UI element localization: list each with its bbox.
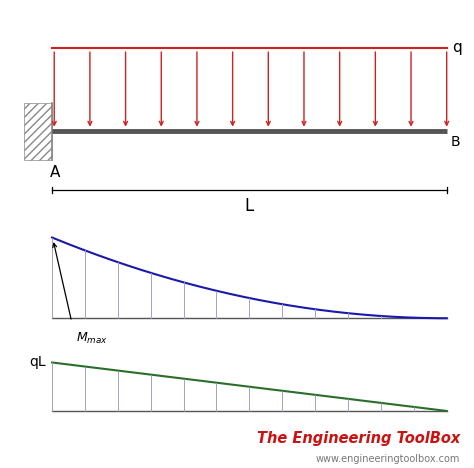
Text: B: B <box>451 135 461 149</box>
Text: A: A <box>50 165 60 180</box>
Text: q: q <box>452 40 462 55</box>
Bar <box>24 103 52 160</box>
Text: L: L <box>245 197 254 215</box>
Text: www.engineeringtoolbox.com: www.engineeringtoolbox.com <box>315 454 460 464</box>
Text: $M_{max}$: $M_{max}$ <box>76 330 108 346</box>
Text: The Engineering ToolBox: The Engineering ToolBox <box>256 431 460 446</box>
Text: qL: qL <box>29 356 46 369</box>
